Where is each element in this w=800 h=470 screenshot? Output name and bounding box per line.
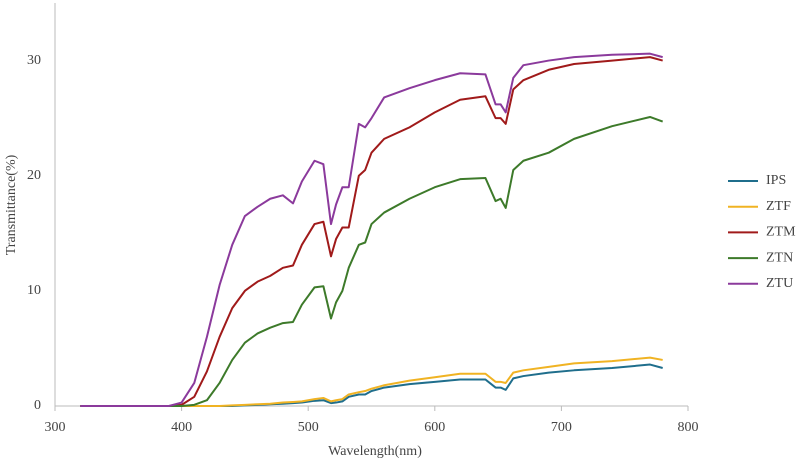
y-tick-label: 10: [27, 283, 41, 298]
y-tick-label: 0: [34, 398, 41, 413]
series-line: [80, 115, 664, 407]
legend-label: ZTN: [766, 250, 793, 265]
y-tick-label: 20: [27, 168, 41, 183]
x-tick-label: 300: [45, 420, 66, 435]
series-line: [80, 52, 663, 407]
x-tick-label: 700: [551, 420, 572, 435]
series-line: [80, 56, 663, 407]
x-axis-label: Wavelength(nm): [328, 444, 422, 459]
x-tick-label: 600: [424, 420, 445, 435]
y-axis-label: Transmittance(%): [4, 154, 19, 255]
x-tick-label: 400: [171, 420, 192, 435]
series-line: [80, 363, 663, 407]
y-tick-label: 30: [27, 53, 41, 68]
x-tick-label: 800: [678, 420, 699, 435]
legend-label: ZTU: [766, 276, 793, 291]
legend-label: IPS: [766, 173, 786, 188]
legend-label: ZTM: [766, 225, 796, 240]
legend-label: ZTF: [766, 199, 791, 214]
series-line: [80, 356, 663, 407]
x-tick-label: 500: [298, 420, 319, 435]
